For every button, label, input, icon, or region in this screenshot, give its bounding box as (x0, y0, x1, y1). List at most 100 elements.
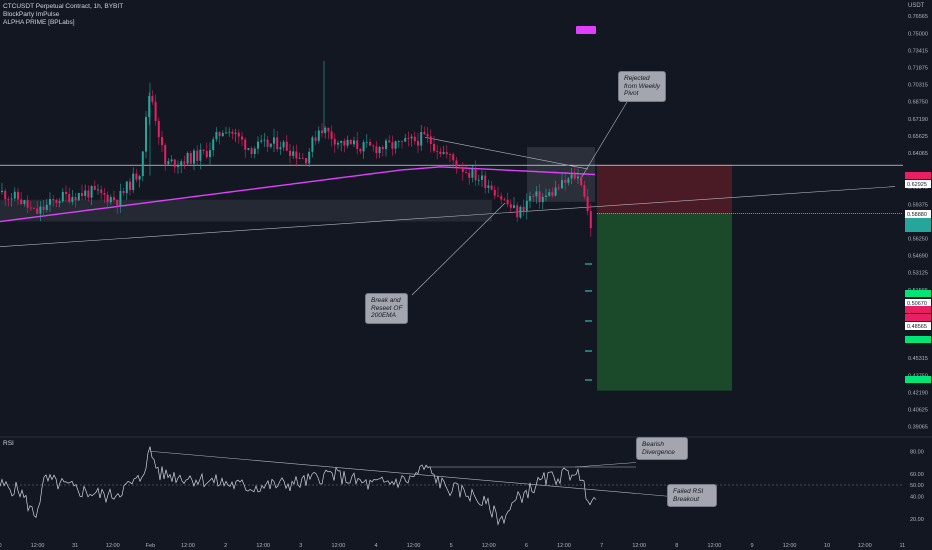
price-tick-1: 0.75000 (908, 31, 928, 37)
candle-135 (433, 143, 435, 151)
candle-75 (241, 136, 243, 140)
time-tick-15: 12:00 (557, 543, 571, 549)
candle-162 (519, 206, 522, 218)
candle-81 (260, 140, 263, 142)
candle-93 (298, 158, 301, 159)
callout-break-line1: Break and (371, 297, 401, 304)
candle-184 (589, 211, 592, 229)
callout-rejected-line1: Rejected (624, 75, 650, 82)
candle-13 (42, 206, 45, 210)
price-tick-3: 0.71875 (908, 66, 928, 72)
candle-87 (279, 147, 282, 150)
currency-label: USDT (908, 3, 925, 9)
time-tick-17: 12:00 (632, 543, 646, 549)
callout-rejected-line3: Pivot (624, 90, 639, 97)
candle-110 (353, 140, 355, 145)
candle-94 (301, 158, 304, 159)
candle-125 (401, 140, 403, 142)
position-zones (0, 147, 732, 391)
candle-31 (100, 189, 103, 194)
symbol-title[interactable]: CTCUSDT Perpetual Contract, 1h, BYBIT (3, 3, 124, 10)
candle-95 (305, 158, 307, 164)
price-tag-5 (905, 314, 931, 321)
callout-break-line3: 200EMA (371, 312, 396, 319)
price-tag-0 (905, 172, 931, 179)
candle-83 (266, 139, 269, 147)
time-axis: 0 12:00 31 12:00 Feb 12:00 2 12:00 3 12:00 4 12:00 5… (0, 543, 905, 549)
candle-68 (218, 132, 221, 137)
candle-66 (212, 139, 215, 151)
time-tick-9: 12:00 (332, 543, 346, 549)
candle-65 (209, 150, 211, 158)
callout-bearish: Bearish Divergence (636, 437, 688, 460)
candle-26 (84, 190, 87, 196)
candle-21 (68, 193, 71, 202)
candle-40 (129, 181, 131, 190)
candle-15 (49, 198, 51, 205)
rsi-trendline (149, 450, 669, 497)
candle-158 (506, 199, 509, 205)
time-tick-2: 31 (72, 543, 78, 549)
candle-56 (180, 161, 183, 166)
candle-130 (417, 140, 419, 146)
candle-108 (346, 139, 349, 146)
candle-18 (58, 201, 61, 203)
price-tick-18: 0.45315 (908, 356, 928, 362)
candle-10 (33, 207, 35, 209)
candle-60 (193, 150, 195, 164)
price-tick-20: 0.42190 (908, 390, 928, 396)
candle-25 (81, 193, 83, 196)
candle-16 (52, 198, 55, 201)
candle-86 (276, 137, 279, 150)
candle-161 (516, 205, 519, 218)
candle-70 (225, 132, 227, 134)
candle-128 (410, 136, 413, 139)
callout-failed-line2: Breakout (673, 495, 700, 503)
indicator-impulse[interactable]: BlockParty ImPulse (3, 11, 60, 18)
candle-156 (500, 196, 503, 200)
candle-92 (295, 151, 298, 159)
candle-173 (554, 187, 557, 196)
price-axis: 0.76565 0.75000 0.73415 0.71875 0.70315 0.687… (905, 14, 931, 431)
candle-79 (253, 148, 256, 154)
candle-170 (545, 195, 547, 197)
rsi-label[interactable]: RSI (3, 440, 14, 447)
rsi-pane: 80.00 60.00 50.00 40.00 20.00 (0, 436, 932, 526)
candle-54 (173, 159, 176, 168)
candle-132 (423, 132, 426, 135)
candle-11 (36, 208, 39, 214)
candle-42 (135, 173, 138, 180)
candle-49 (157, 120, 160, 138)
price-tag-1 (905, 218, 931, 225)
candle-168 (538, 191, 541, 203)
candle-180 (577, 176, 579, 179)
candle-145 (465, 172, 467, 173)
candle-39 (125, 181, 128, 194)
candle-167 (535, 191, 538, 197)
time-tick-14: 6 (525, 543, 528, 549)
candle-22 (71, 197, 74, 202)
time-tick-24: 11 (900, 543, 906, 549)
candle-149 (477, 179, 480, 181)
price-tick-11: 0.56250 (908, 237, 928, 243)
price-tag-6 (905, 336, 931, 343)
candle-127 (407, 138, 410, 139)
candle-119 (381, 147, 384, 150)
candle-151 (484, 175, 487, 188)
price-tag-7 (905, 376, 931, 383)
time-tick-5: 12:00 (181, 543, 195, 549)
candle-165 (529, 196, 531, 201)
divergence-leader (574, 462, 637, 468)
candle-155 (497, 195, 499, 197)
candle-166 (532, 196, 535, 197)
candle-48 (154, 101, 157, 121)
candle-23 (74, 197, 77, 201)
time-tick-21: 12:00 (783, 543, 797, 549)
candle-61 (196, 150, 199, 161)
candle-91 (292, 151, 295, 156)
candle-139 (445, 152, 448, 155)
candle-102 (327, 127, 330, 132)
candle-123 (394, 141, 397, 149)
indicator-alpha-prime[interactable]: ALPHA PRIME [BPLabs] (3, 19, 75, 26)
candles (1, 60, 592, 237)
